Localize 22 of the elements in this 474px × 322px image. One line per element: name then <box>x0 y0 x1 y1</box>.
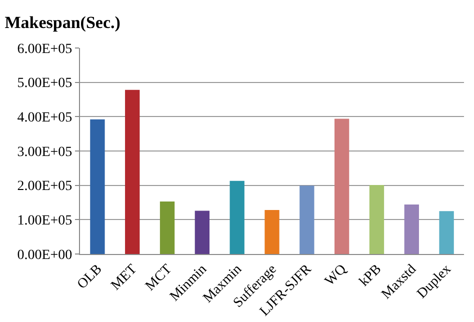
bar <box>125 90 140 254</box>
bar <box>160 201 175 254</box>
bar <box>230 180 244 254</box>
x-tick-label: WQ <box>322 262 350 290</box>
bar <box>369 184 384 254</box>
chart-title: Makespan(Sec.) <box>4 13 120 32</box>
y-tick-label: 1.00E+05 <box>17 214 72 229</box>
bar <box>439 211 454 254</box>
y-tick-label: 6.00E+05 <box>17 42 72 57</box>
bar <box>334 118 350 254</box>
y-tick-label: 0.00E+00 <box>17 248 72 263</box>
bar <box>404 204 419 254</box>
y-tick-label: 5.00E+05 <box>17 76 72 92</box>
x-tick-label: kPB <box>356 262 385 290</box>
bar <box>90 119 105 254</box>
bar <box>300 186 314 254</box>
y-tick-label: 4.00E+05 <box>17 110 72 126</box>
x-tick-label: OLB <box>74 262 106 292</box>
bar <box>194 210 210 254</box>
y-tick-label: 3.00E+05 <box>17 144 72 160</box>
bar <box>264 210 280 254</box>
y-tick-label: 2.00E+05 <box>17 179 72 194</box>
